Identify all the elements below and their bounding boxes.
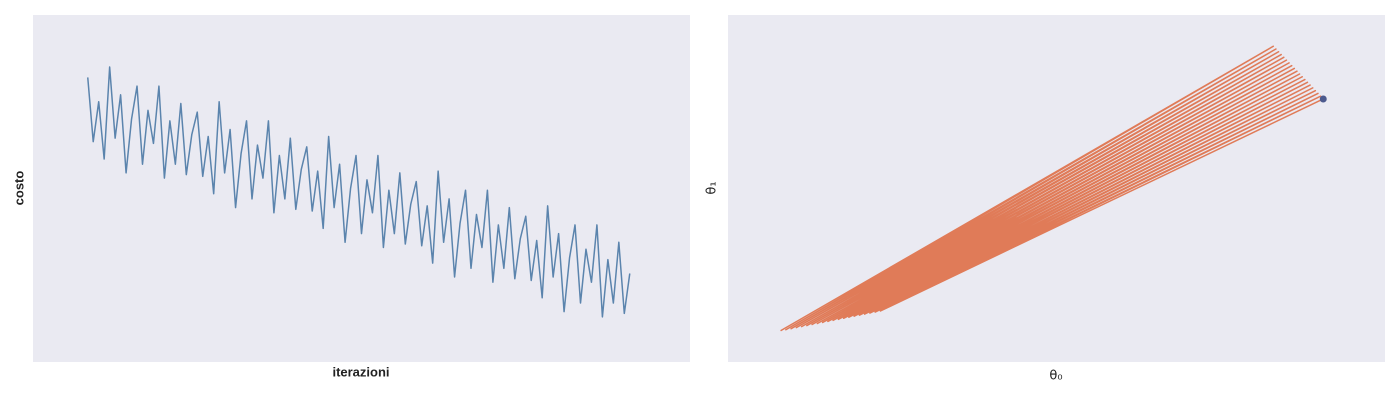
x-axis-label: θ₀ bbox=[1049, 369, 1062, 384]
y-axis-label: θ₁ bbox=[705, 181, 720, 194]
trajectory-line bbox=[780, 45, 1324, 332]
plot-background bbox=[33, 15, 690, 362]
final-point bbox=[1319, 95, 1327, 103]
x-axis-label: iterazioni bbox=[332, 364, 389, 379]
cost-line bbox=[87, 66, 631, 318]
y-axis-label: costo bbox=[11, 171, 26, 206]
